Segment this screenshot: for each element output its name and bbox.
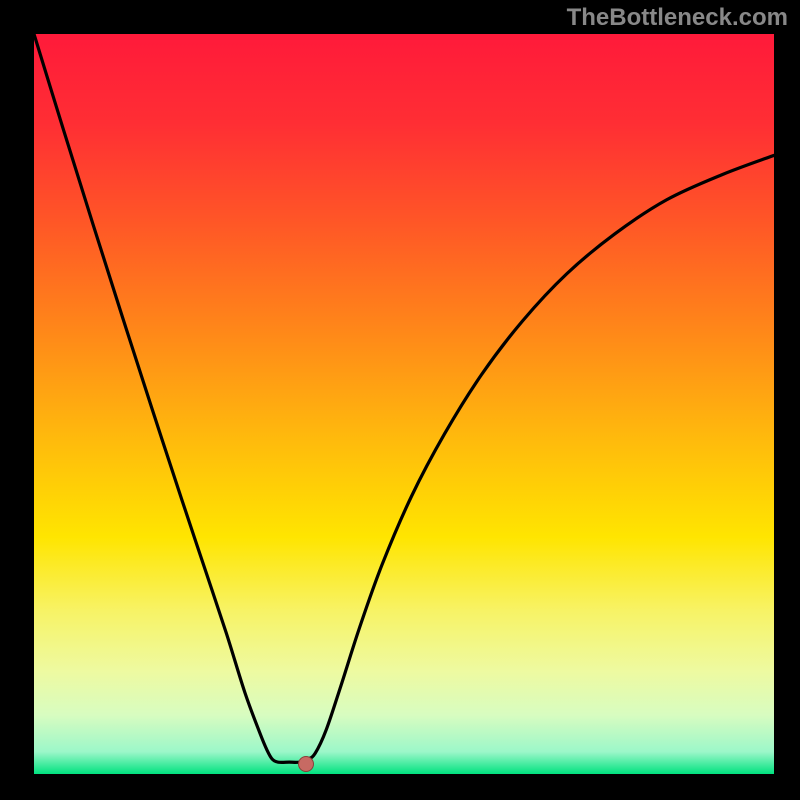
- minimum-marker: [298, 756, 314, 772]
- curve-line: [34, 34, 774, 774]
- plot-area: [34, 34, 774, 774]
- watermark-text: TheBottleneck.com: [567, 4, 788, 32]
